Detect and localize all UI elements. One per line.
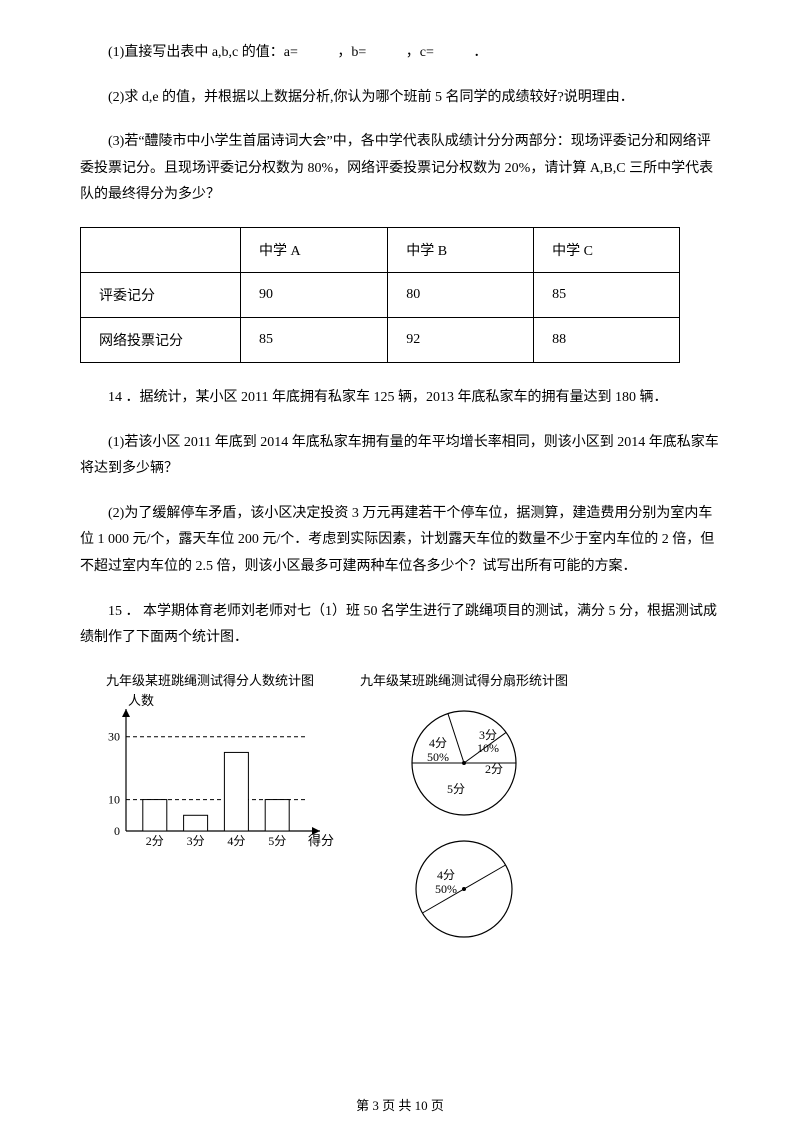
table-row: 网络投票记分 85 92 88 [81, 317, 680, 362]
table-row: 评委记分 90 80 85 [81, 272, 680, 317]
question-3: (3)若“醴陵市中小学生首届诗词大会”中，各中学代表队成绩计分分两部分：现场评委… [80, 129, 720, 209]
table-cell: 评委记分 [81, 272, 241, 317]
table-cell: 85 [241, 317, 388, 362]
svg-text:人数: 人数 [128, 693, 154, 708]
score-table: 中学 A 中学 B 中学 C 评委记分 90 80 85 网络投票记分 85 9… [80, 227, 680, 363]
svg-text:50%: 50% [435, 882, 457, 896]
table-cell: 中学 B [388, 227, 534, 272]
svg-text:3分: 3分 [479, 728, 497, 742]
page-footer: 第 3 页 共 10 页 [0, 1095, 800, 1114]
table-cell: 85 [534, 272, 680, 317]
svg-text:30: 30 [108, 729, 120, 743]
svg-text:3分: 3分 [187, 834, 205, 848]
table-cell: 80 [388, 272, 534, 317]
svg-text:50%: 50% [427, 750, 449, 764]
pie-chart-block: 九年级某班跳绳测试得分扇形统计图 4分50%3分10%2分5分 4分50% [360, 670, 568, 959]
bar-chart-title: 九年级某班跳绳测试得分人数统计图 [106, 670, 314, 689]
q3-text: (3)若“醴陵市中小学生首届诗词大会”中，各中学代表队成绩计分分两部分：现场评委… [80, 134, 713, 202]
q1end-text: ． [473, 45, 487, 60]
pie-chart-title: 九年级某班跳绳测试得分扇形统计图 [360, 670, 568, 689]
question-14-2: (2)为了缓解停车矛盾，该小区决定投资 3 万元再建若干个停车位，据测算，建造费… [80, 501, 720, 581]
q1b-text: ，b= [337, 45, 366, 60]
svg-text:10: 10 [108, 792, 120, 806]
table-cell: 中学 C [534, 227, 680, 272]
table-cell: 92 [388, 317, 534, 362]
svg-text:4分: 4分 [437, 868, 455, 882]
svg-text:0: 0 [114, 824, 120, 838]
question-14-1: (1)若该小区 2011 年底到 2014 年底私家车拥有量的年平均增长率相同，… [80, 430, 720, 483]
table-cell: 网络投票记分 [81, 317, 241, 362]
question-2: (2)求 d,e 的值，并根据以上数据分析,你认为哪个班前 5 名同学的成绩较好… [80, 85, 720, 112]
svg-text:5分: 5分 [447, 782, 465, 796]
bar-chart-block: 九年级某班跳绳测试得分人数统计图 10 30 0 2分 3分 4分 5分 人数得分 [80, 670, 340, 863]
table-row: 中学 A 中学 B 中学 C [81, 227, 680, 272]
q1-text: (1)直接写出表中 a,b,c 的值：a= [108, 45, 298, 60]
q1c-text: ，c= [406, 45, 434, 60]
pie-chart: 4分50% 3分10% 2分 5分 [374, 693, 554, 833]
table-cell: 90 [241, 272, 388, 317]
svg-text:得分: 得分 [308, 833, 334, 848]
svg-text:2分: 2分 [146, 834, 164, 848]
pie-chart-2: 4分50% [389, 829, 539, 959]
bar-chart: 10 30 0 2分 3分 4分 5分 人数得分 [80, 693, 340, 863]
table-cell: 中学 A [241, 227, 388, 272]
question-1: (1)直接写出表中 a,b,c 的值：a= ，b= ，c= ． [80, 40, 720, 67]
svg-text:10%: 10% [477, 741, 499, 755]
svg-text:4分: 4分 [227, 834, 245, 848]
svg-text:4分: 4分 [429, 736, 447, 750]
svg-text:5分: 5分 [268, 834, 286, 848]
table-cell [81, 227, 241, 272]
table-cell: 88 [534, 317, 680, 362]
question-14: 14 ．据统计，某小区 2011 年底拥有私家车 125 辆，2013 年底私家… [80, 385, 720, 412]
question-15: 15 ． 本学期体育老师刘老师对七（1）班 50 名学生进行了跳绳项目的测试，满… [80, 599, 720, 652]
svg-text:2分: 2分 [485, 762, 503, 776]
